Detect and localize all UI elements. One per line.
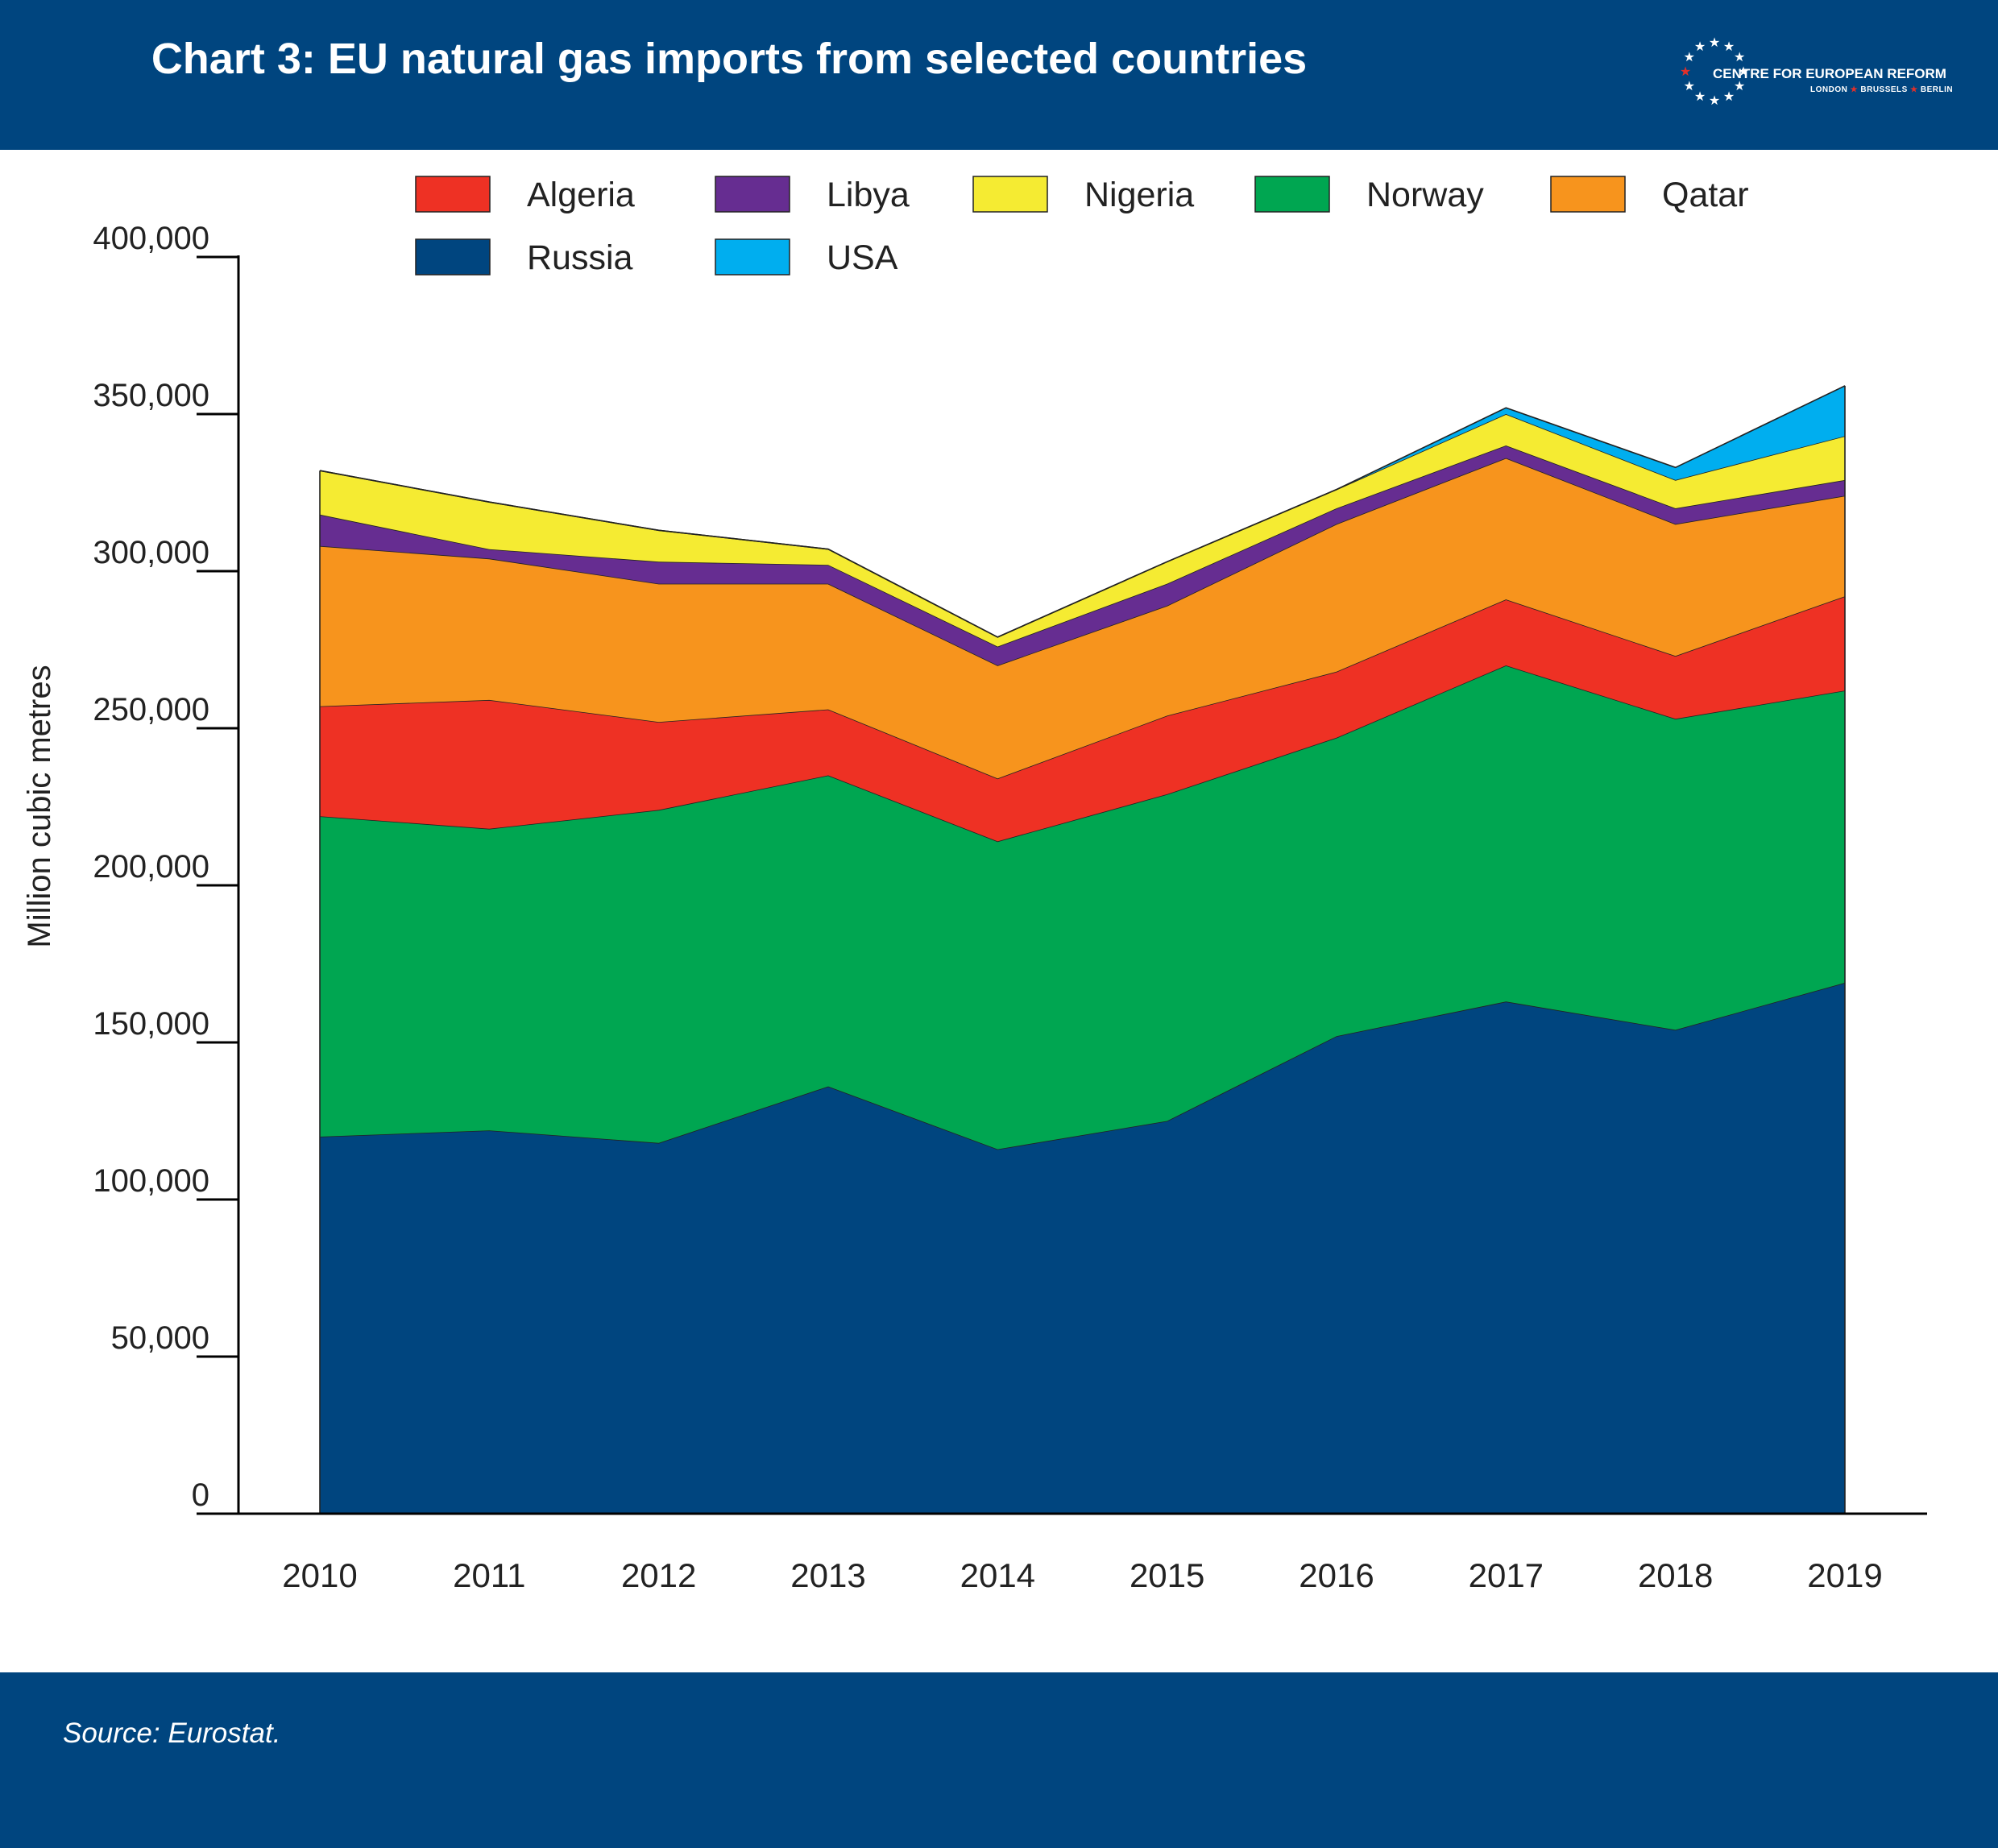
legend-swatch: [1550, 176, 1626, 213]
legend-swatch: [715, 176, 790, 213]
logo-star-icon: ★: [1709, 36, 1720, 50]
logo-city-brussels: BRUSSELS: [1860, 85, 1908, 94]
x-tick-label: 2011: [453, 1556, 525, 1594]
x-tick-label: 2016: [1299, 1556, 1374, 1594]
logo-star-icon: ★: [1723, 40, 1735, 54]
y-tick-label: 50,000: [111, 1320, 209, 1356]
y-axis-label: Million cubic metres: [22, 665, 57, 947]
logo-text: CENTRE FOR EUROPEAN REFORM: [1713, 66, 1946, 81]
legend-label: Qatar: [1662, 176, 1749, 214]
boundary-usa: [319, 385, 1846, 638]
y-tick-label: 0: [192, 1477, 209, 1513]
chart-legend: Algeria Libya Nigeria Norway Qatar Russia USA: [415, 176, 1749, 277]
logo-star-icon: ★: [1723, 90, 1735, 104]
x-tick-label: 2014: [960, 1556, 1035, 1594]
logo-star-icon: ★: [1684, 80, 1695, 93]
legend-swatch: [972, 176, 1048, 213]
area-algeria: [320, 596, 1845, 842]
logo-separator-icon: ★: [1850, 85, 1859, 94]
x-tick-label: 2012: [621, 1556, 696, 1594]
logo-star-icon: ★: [1734, 80, 1745, 93]
x-tick-label: 2019: [1807, 1556, 1882, 1594]
stacked-area-chart: 0 50,000 100,000 150,000 200,000 250,000 300,0…: [22, 176, 1927, 1594]
area-russia: [320, 982, 1845, 1514]
x-tick-label: 2015: [1130, 1556, 1204, 1594]
legend-label: Nigeria: [1084, 176, 1194, 214]
legend-label: Algeria: [527, 176, 635, 214]
header-bar: Chart 3: EU natural gas imports from sel…: [0, 0, 1998, 150]
logo-star-icon: ★: [1694, 90, 1706, 104]
chart-title: Chart 3: EU natural gas imports from sel…: [151, 35, 1308, 83]
logo-star-icon: ★: [1738, 65, 1749, 79]
footer-bar: Source: Eurostat.: [0, 1672, 1998, 1848]
area-qatar: [320, 458, 1845, 779]
y-tick-label: 350,000: [93, 378, 209, 413]
cer-logo: ★ ★ ★ ★ ★ ★ ★ ★ ★ ★ ★ ★ CENTRE FOR EUROPEAN REFORM …: [1680, 31, 1982, 119]
logo-city-berlin: BERLIN: [1920, 85, 1954, 94]
x-tick-label: 2018: [1638, 1556, 1713, 1594]
y-tick-label: 200,000: [93, 849, 209, 885]
source-note: Source: Eurostat.: [63, 1717, 281, 1749]
legend-label: Norway: [1366, 176, 1484, 214]
logo-star-icon: ★: [1694, 40, 1706, 54]
y-tick-label: 100,000: [93, 1163, 209, 1199]
legend-label: USA: [827, 238, 898, 277]
y-tick-label: 400,000: [93, 221, 209, 256]
legend-label: Russia: [527, 238, 633, 277]
legend-item-norway: Norway: [1254, 176, 1484, 214]
legend-item-usa: USA: [715, 238, 898, 277]
y-tick-label: 150,000: [93, 1006, 209, 1042]
legend-label: Libya: [827, 176, 910, 214]
legend-swatch: [415, 176, 491, 213]
logo-separator-icon: ★: [1910, 85, 1918, 94]
legend-swatch: [715, 238, 790, 276]
eu-stars-icon: ★ ★★★★★★★★★★★: [1680, 36, 1749, 108]
legend-item-libya: Libya: [715, 176, 910, 214]
x-tick-label: 2010: [282, 1556, 357, 1594]
legend-swatch: [415, 238, 491, 276]
legend-item-nigeria: Nigeria: [972, 176, 1194, 214]
legend-swatch: [1254, 176, 1330, 213]
logo-star-icon: ★: [1680, 65, 1691, 79]
legend-item-algeria: Algeria: [415, 176, 635, 214]
logo-star-icon: ★: [1709, 94, 1720, 108]
legend-item-qatar: Qatar: [1550, 176, 1749, 214]
logo-star-icon: ★: [1734, 51, 1745, 64]
area-libya: [320, 445, 1845, 665]
x-tick-label: 2013: [790, 1556, 865, 1594]
logo-city-london: LONDON: [1810, 85, 1848, 94]
chart-axes: 0 50,000 100,000 150,000 200,000 250,000 300,0…: [93, 221, 1927, 1594]
chart-areas: [319, 385, 1846, 1514]
y-tick-label: 250,000: [93, 692, 209, 727]
y-tick-label: 300,000: [93, 535, 209, 570]
area-norway: [320, 665, 1845, 1150]
x-tick-label: 2017: [1469, 1556, 1544, 1594]
logo-cities: LONDON ★ BRUSSELS ★ BERLIN: [1810, 85, 1953, 94]
legend-item-russia: Russia: [415, 238, 633, 277]
logo-star-icon: ★: [1684, 51, 1695, 64]
